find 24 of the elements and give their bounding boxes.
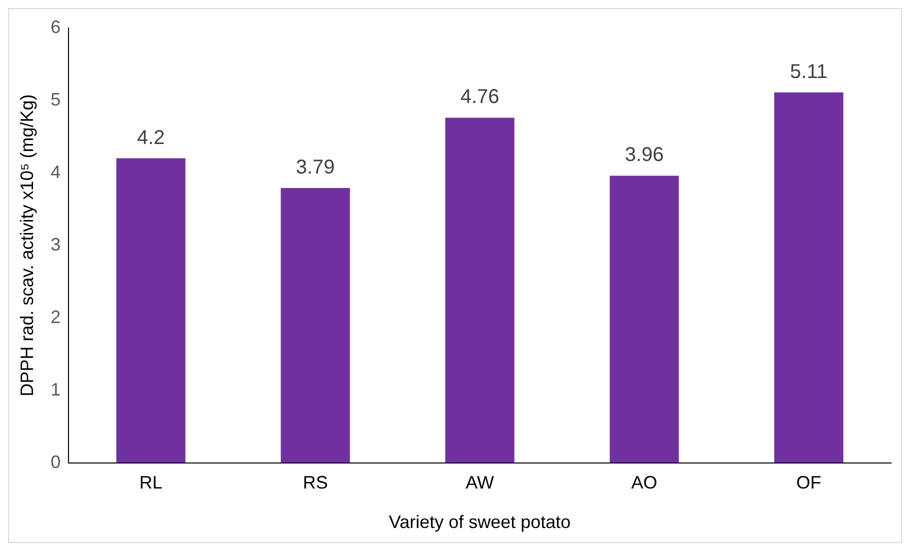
data-label: 5.11 [790,60,828,83]
bar [610,176,679,463]
x-tick-label: OF [796,472,822,493]
data-label: 3.79 [296,156,335,179]
y-tick-label: 3 [50,234,61,254]
x-tick-label: RL [139,472,162,493]
x-tick-label: AW [466,472,494,493]
y-tick-label: 4 [50,162,61,182]
bar [445,118,514,463]
data-label: 3.96 [624,144,664,166]
y-tick-label: 1 [50,379,61,400]
y-tick-label: 5 [50,89,61,110]
x-tick-label: AO [631,472,658,493]
x-tick-label: RS [302,472,328,493]
bar [280,188,350,463]
bar [774,92,844,463]
y-tick-label: 0 [50,452,61,472]
x-axis-title: Variety of sweet potato [388,512,571,532]
data-label: 4.2 [136,126,165,149]
data-label: 4.76 [460,86,500,108]
y-axis-title: DPPH rad. scav. activity x10⁵ (mg/Kg) [16,94,37,396]
y-tick-label: 6 [50,16,61,37]
y-tick-label: 2 [50,306,61,327]
bar [116,158,186,463]
